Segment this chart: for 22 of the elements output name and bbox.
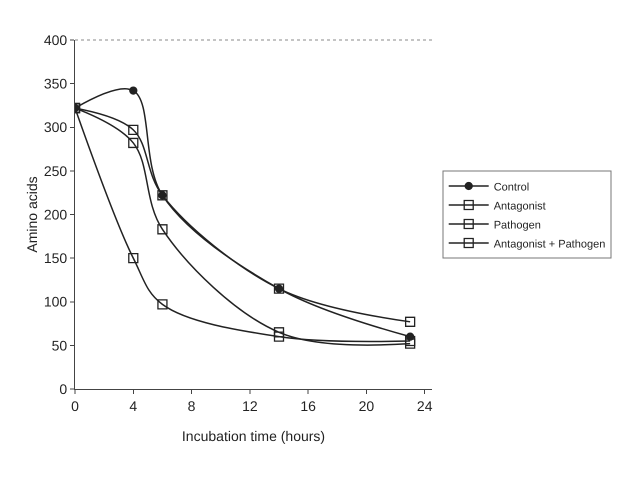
- y-tick-label: 150: [44, 250, 68, 266]
- x-tick-label: 12: [242, 398, 258, 414]
- x-tick-label: 20: [358, 398, 374, 414]
- y-tick-label: 50: [52, 337, 68, 354]
- legend-label: Antagonist + Pathogen: [494, 238, 606, 250]
- y-tick-label: 250: [44, 162, 68, 179]
- x-tick-label: 0: [71, 398, 80, 414]
- y-tick-label: 300: [44, 119, 68, 136]
- y-tick-label: 400: [44, 32, 68, 48]
- y-tick-label: 100: [44, 294, 68, 310]
- x-tick-label: 24: [416, 398, 433, 414]
- y-tick-label: 0: [59, 380, 68, 397]
- x-tick-label: 8: [188, 398, 196, 414]
- legend-label: Antagonist: [494, 200, 546, 212]
- x-axis-title: Incubation time (hours): [182, 428, 326, 444]
- legend-label: Control: [494, 181, 530, 194]
- x-tick-label: 4: [129, 398, 138, 414]
- y-axis-title: Amino acids: [24, 176, 40, 253]
- legend-label: Pathogen: [494, 219, 541, 232]
- y-tick-label: 200: [44, 206, 68, 222]
- x-tick-label: 16: [300, 398, 316, 414]
- y-tick-label: 350: [44, 76, 68, 92]
